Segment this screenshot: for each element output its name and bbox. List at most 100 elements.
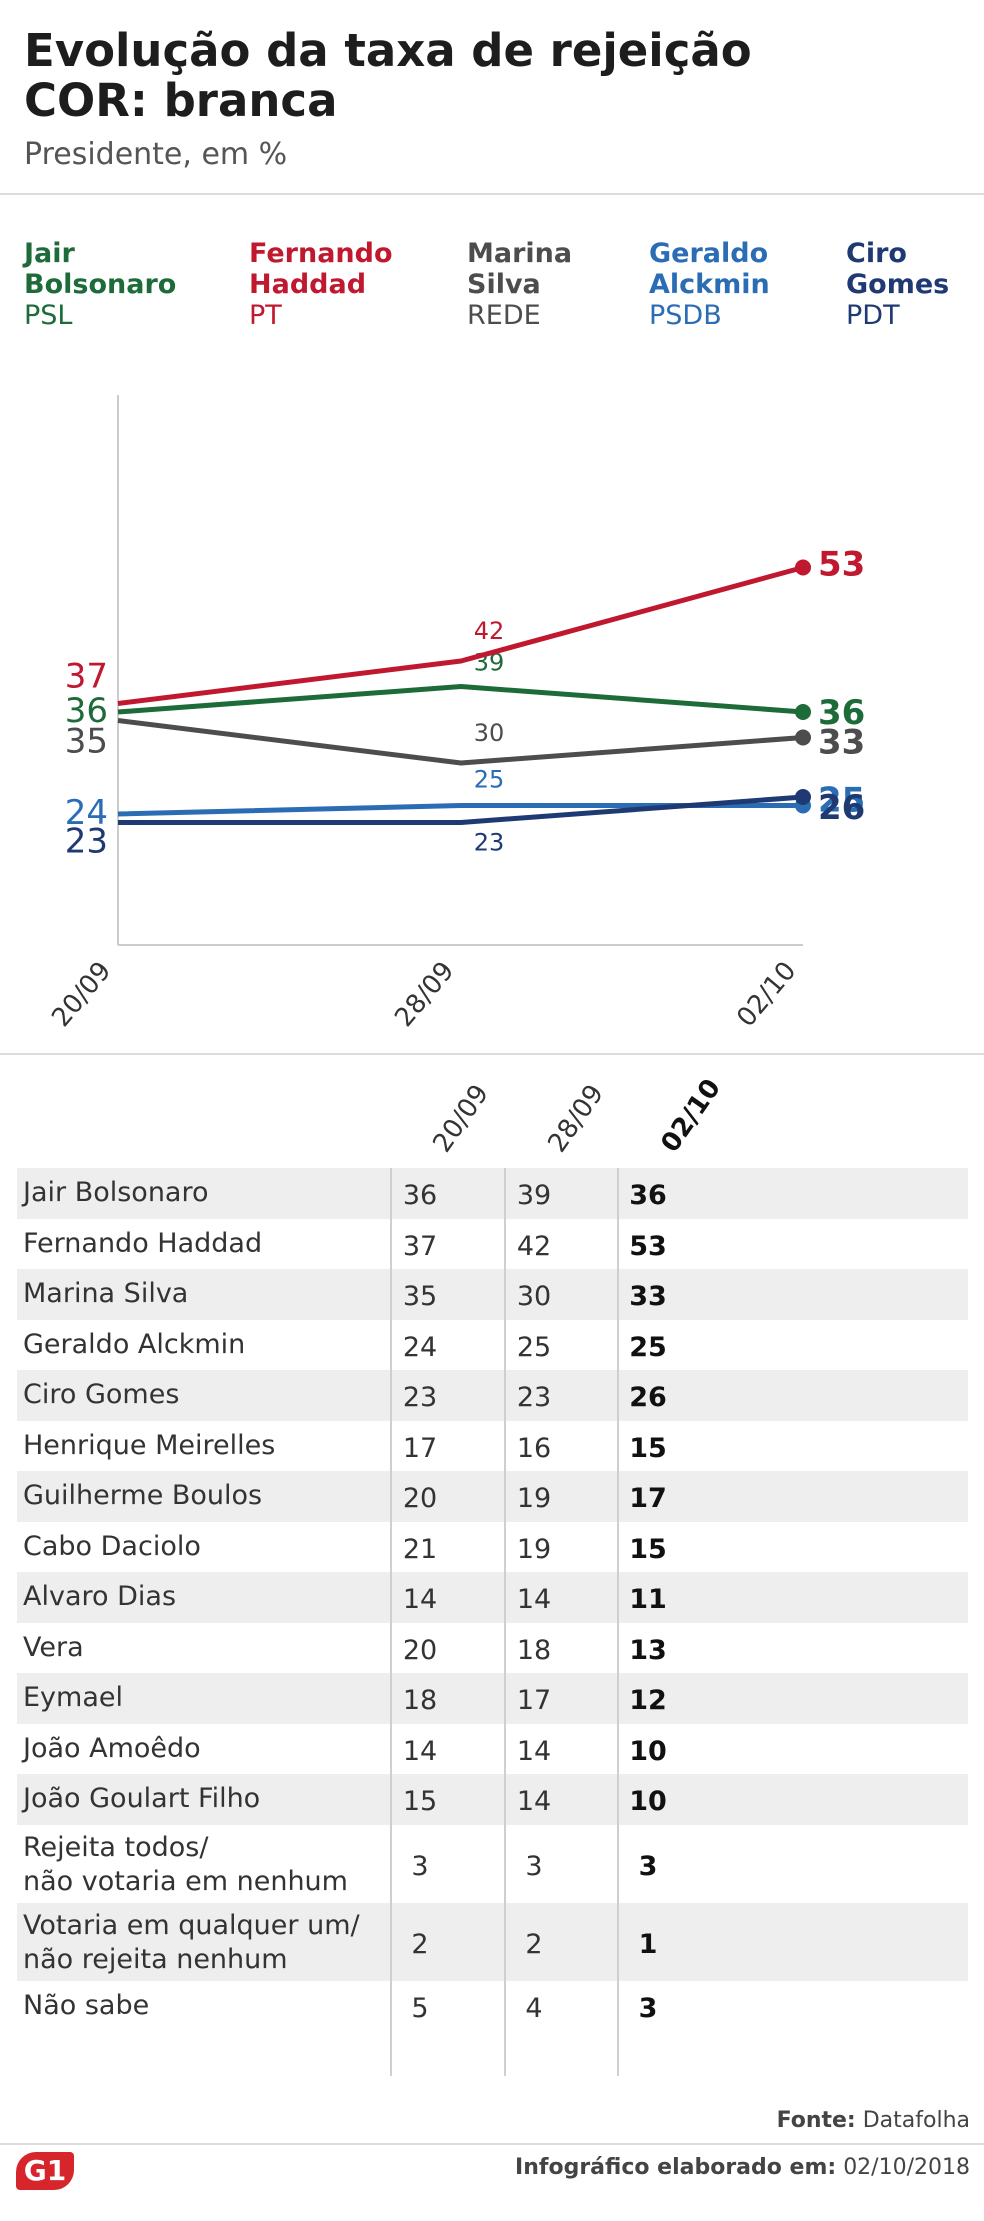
column-header: 20/09: [427, 1079, 495, 1158]
table-row: Fernando Haddad 37 42 53: [17, 1219, 968, 1270]
cell-value: 18: [516, 1634, 552, 1666]
row-label: Ciro Gomes: [23, 1379, 180, 1410]
table-row: João Goulart Filho 15 14 10: [17, 1774, 968, 1825]
cell-value: 25: [516, 1331, 552, 1363]
table-row: João Amoêdo 14 14 10: [17, 1724, 968, 1775]
legend-party: PSL: [24, 300, 73, 331]
table-row: Alvaro Dias 14 14 11: [17, 1572, 968, 1623]
source-note: Fonte: Datafolha: [777, 2108, 970, 2133]
cell-value: 24: [402, 1331, 438, 1363]
g1-logo: G1: [16, 2152, 74, 2190]
end-value-label: 25: [818, 781, 865, 821]
mid-value-label: 42: [474, 617, 505, 645]
column-divider: [504, 1168, 506, 2076]
legend-name: Fernando: [249, 238, 393, 269]
row-label: Não sabe: [23, 1989, 150, 2021]
start-value-label: 37: [65, 657, 108, 697]
row-label: Votaria em qualquer um/ não rejeita nenh…: [23, 1909, 360, 1975]
divider: [0, 1053, 984, 1055]
cell-value: 2: [411, 1928, 429, 1960]
start-value-label: 23: [65, 822, 108, 862]
table-row: Jair Bolsonaro 36 39 36: [17, 1168, 968, 1219]
cell-value: 37: [402, 1230, 438, 1262]
cell-value: 33: [629, 1281, 667, 1313]
end-point: [795, 559, 811, 576]
source-name: Datafolha: [862, 2108, 970, 2133]
legend-party: PDT: [846, 300, 900, 331]
made-note: Infográfico elaborado em: 02/10/2018: [515, 2155, 970, 2180]
legend-item: Geraldo Alckmin PSDB: [649, 238, 770, 331]
cell-value: 3: [638, 1850, 658, 1882]
legend-name: Marina: [467, 238, 573, 269]
title-line-2: COR: branca: [24, 74, 338, 127]
cell-value: 53: [629, 1230, 667, 1262]
legend-item: Marina Silva REDE: [467, 238, 572, 331]
legend-name: Haddad: [249, 269, 367, 300]
series-line: [117, 565, 804, 706]
cell-value: 2: [525, 1928, 543, 1960]
table-row: Eymael 18 17 12: [17, 1673, 968, 1724]
x-tick-label: 28/09: [389, 956, 460, 1033]
cell-value: 19: [516, 1483, 552, 1515]
cell-value: 13: [629, 1634, 667, 1666]
legend-name: Geraldo: [649, 238, 769, 269]
cell-value: 14: [516, 1786, 552, 1818]
cell-value: 36: [629, 1180, 667, 1212]
cell-value: 26: [629, 1382, 667, 1414]
table-row: Marina Silva 35 30 33: [17, 1269, 968, 1320]
cell-value: 15: [402, 1786, 438, 1818]
cell-value: 1: [638, 1928, 658, 1960]
cell-value: 20: [402, 1483, 438, 1515]
table-row: Cabo Daciolo 21 19 15: [17, 1522, 968, 1573]
column-divider: [390, 1168, 392, 2076]
cell-value: 10: [629, 1786, 667, 1818]
row-label: Henrique Meirelles: [23, 1429, 276, 1461]
table-row: Henrique Meirelles 17 16 15: [17, 1421, 968, 1472]
cell-value: 15: [629, 1432, 667, 1464]
cell-value: 39: [516, 1180, 552, 1212]
page-title: Evolução da taxa de rejeição COR: branca: [24, 26, 752, 126]
cell-value: 16: [516, 1432, 552, 1464]
cell-value: 23: [516, 1382, 552, 1414]
cell-value: 18: [402, 1685, 438, 1717]
cell-value: 23: [402, 1382, 438, 1414]
cell-value: 35: [402, 1281, 438, 1313]
x-tick-label: 20/09: [46, 956, 117, 1033]
column-header: 02/10: [655, 1073, 727, 1158]
row-label: João Amoêdo: [23, 1732, 201, 1764]
cell-value: 11: [629, 1584, 667, 1616]
row-label: João Goulart Filho: [23, 1783, 261, 1814]
column-divider: [617, 1168, 619, 2076]
table-row: Guilherme Boulos 20 19 17: [17, 1471, 968, 1522]
start-value-label: 36: [65, 691, 108, 731]
mid-value-label: 23: [474, 829, 505, 857]
row-label: Guilherme Boulos: [23, 1480, 263, 1511]
legend-item: Ciro Gomes PDT: [846, 238, 949, 331]
cell-value: 36: [402, 1180, 438, 1212]
series-line: [118, 794, 804, 825]
made-date: 02/10/2018: [843, 2155, 970, 2180]
cell-value: 14: [516, 1735, 552, 1767]
cell-value: 3: [525, 1850, 543, 1882]
table-row: Não sabe 5 4 3: [17, 1981, 968, 2032]
row-label: Alvaro Dias: [23, 1581, 177, 1612]
table-row: Geraldo Alckmin 24 25 25: [17, 1320, 968, 1371]
legend-item: Jair Bolsonaro PSL: [24, 238, 176, 331]
legend-name: Gomes: [846, 269, 950, 300]
cell-value: 3: [638, 1992, 658, 2024]
cell-value: 5: [411, 1992, 429, 2024]
end-value-label: 53: [818, 545, 865, 585]
cell-value: 3: [411, 1850, 429, 1882]
cell-value: 10: [629, 1735, 667, 1767]
cell-value: 4: [525, 1992, 543, 2024]
table-row: Ciro Gomes 23 23 26: [17, 1370, 968, 1421]
end-value-label: 36: [818, 693, 865, 733]
subtitle: Presidente, em %: [24, 137, 288, 172]
row-label: Fernando Haddad: [23, 1227, 263, 1259]
row-label: Eymael: [23, 1682, 123, 1713]
mid-value-label: 30: [474, 719, 505, 747]
divider: [0, 193, 984, 195]
cell-value: 30: [516, 1281, 552, 1313]
cell-value: 17: [629, 1483, 667, 1515]
end-value-label: 33: [818, 723, 865, 763]
